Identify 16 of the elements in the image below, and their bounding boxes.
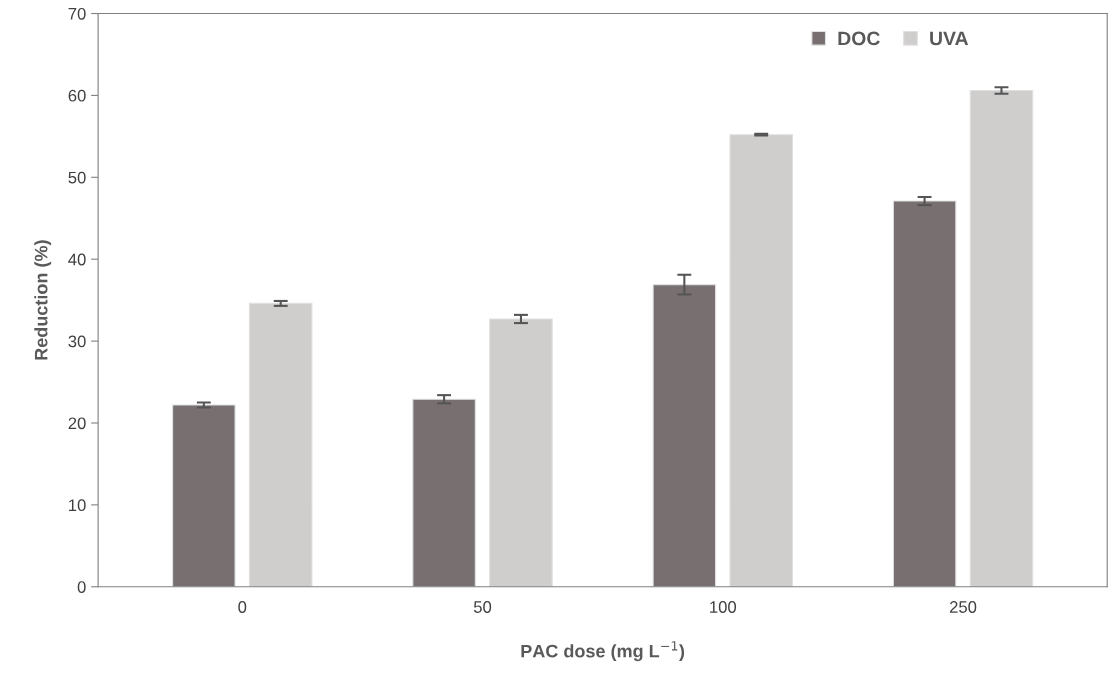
y-axis-title: Reduction (%)	[34, 240, 52, 360]
y-tick-label: 0	[77, 581, 86, 593]
x-axis-title: PAC dose (mg L$^{−1}$)	[521, 641, 685, 662]
y-tick-label: 60	[68, 89, 86, 102]
y-tick-label: 50	[68, 171, 86, 184]
legend-label: DOC	[838, 31, 880, 46]
x-tick-label: 50	[473, 601, 492, 613]
legend-label: UVA	[930, 31, 969, 46]
y-tick-label: 70	[68, 7, 86, 20]
x-tick-label: 250	[949, 601, 977, 613]
x-tick-label: 100	[710, 601, 737, 613]
x-tick-label: 0	[238, 601, 247, 613]
y-tick-label: 30	[68, 335, 86, 348]
y-tick-label: 40	[68, 253, 86, 266]
y-tick-label: 20	[68, 417, 86, 430]
y-tick-label: 10	[69, 499, 86, 512]
